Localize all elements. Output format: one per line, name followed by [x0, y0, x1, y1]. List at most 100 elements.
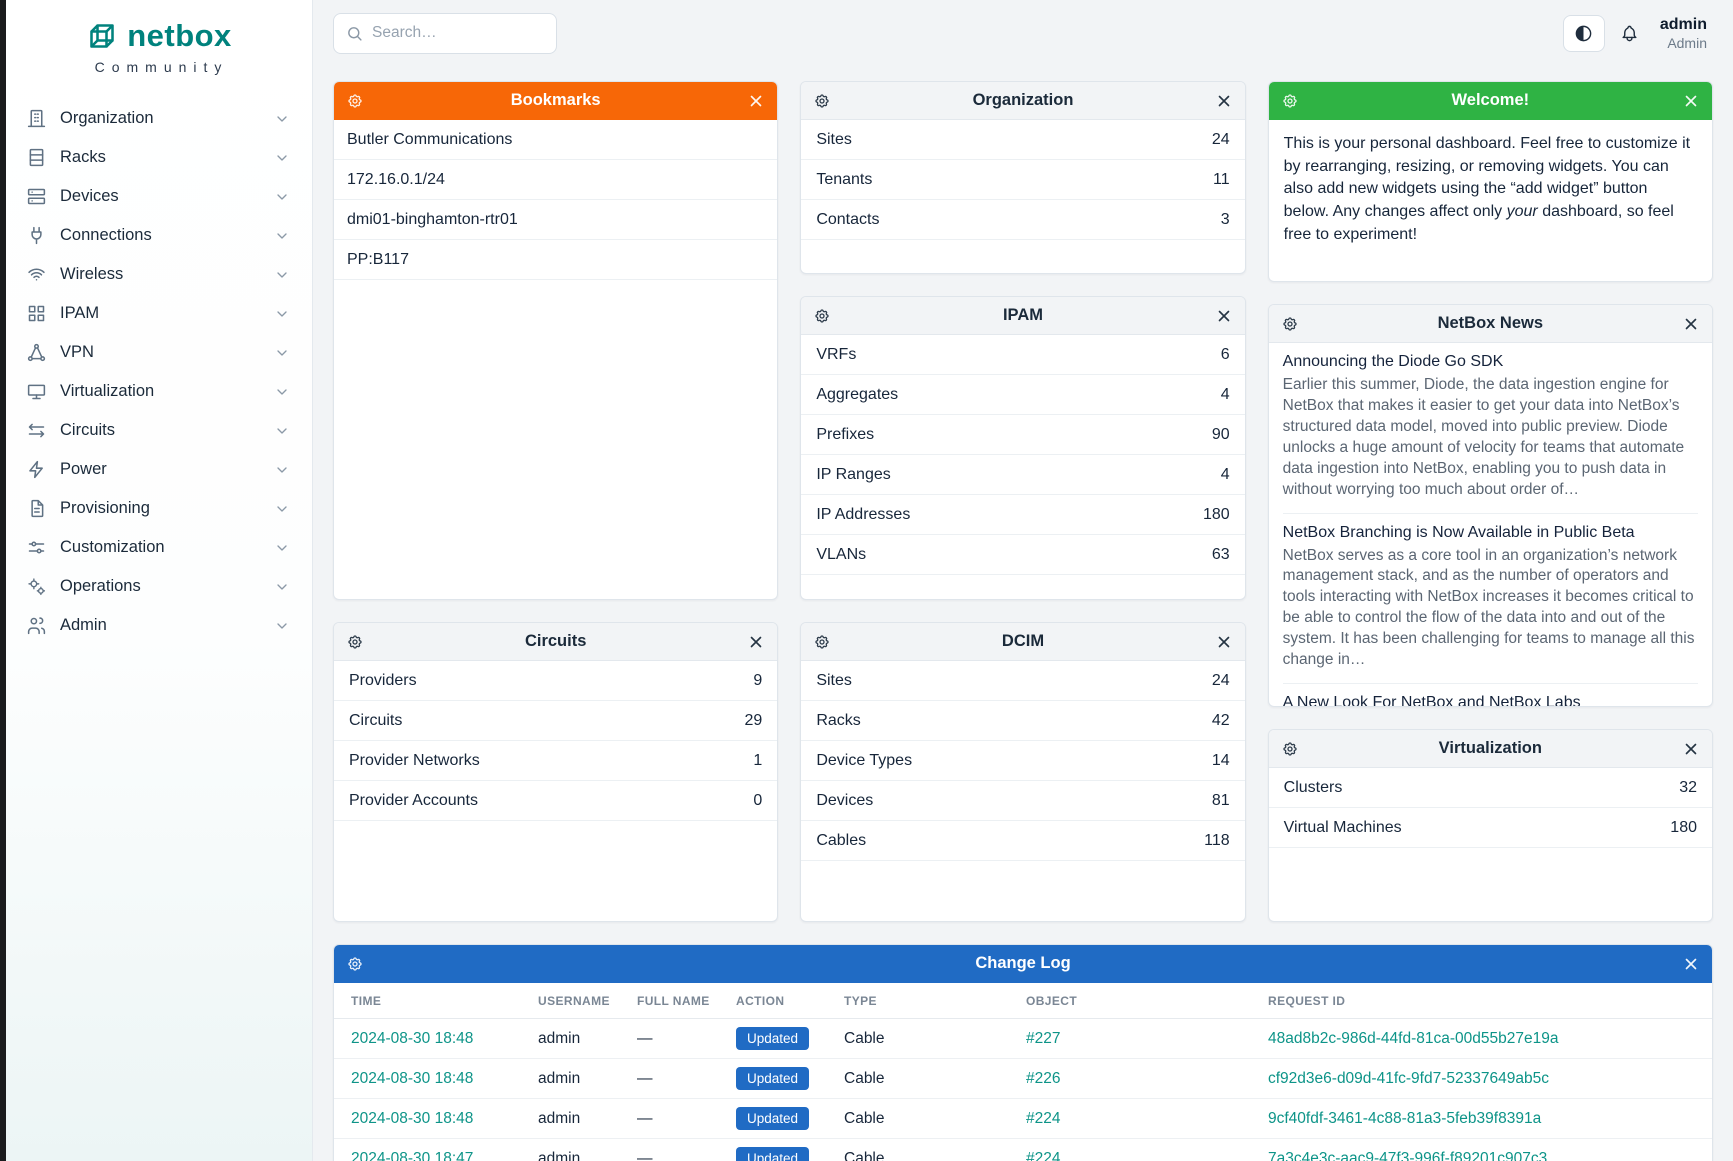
- gear-icon[interactable]: [347, 93, 363, 109]
- changelog-request-id-link[interactable]: 48ad8b2c-986d-44fd-81ca-00d55b27e19a: [1268, 1029, 1559, 1047]
- stat-label[interactable]: Contacts: [816, 210, 880, 228]
- stat-label[interactable]: Provider Networks: [349, 751, 480, 769]
- changelog-request-id-link[interactable]: cf92d3e6-d09d-41fc-9fd7-52337649ab5c: [1268, 1069, 1549, 1087]
- close-icon[interactable]: [747, 633, 765, 651]
- changelog-object-link[interactable]: #224: [1026, 1109, 1061, 1127]
- stat-value[interactable]: 14: [1211, 751, 1230, 769]
- column-header[interactable]: TIME: [351, 993, 382, 1008]
- news-headline-link[interactable]: A New Look For NetBox and NetBox Labs: [1282, 694, 1581, 707]
- stat-label[interactable]: VLANs: [816, 545, 867, 563]
- changelog-time-link[interactable]: 2024-08-30 18:48: [351, 1109, 474, 1127]
- close-icon[interactable]: [1682, 955, 1700, 973]
- gear-icon[interactable]: [814, 93, 830, 109]
- stat-label[interactable]: IP Addresses: [816, 505, 911, 523]
- column-header[interactable]: TYPE: [844, 993, 877, 1008]
- close-icon[interactable]: [1215, 92, 1233, 110]
- gear-icon[interactable]: [347, 634, 363, 650]
- stat-value[interactable]: 24: [1211, 130, 1230, 148]
- sidebar-item[interactable]: Operations: [14, 567, 302, 606]
- column-header[interactable]: USERNAME: [538, 993, 610, 1008]
- stat-value[interactable]: 81: [1211, 791, 1230, 809]
- stat-label[interactable]: Sites: [816, 671, 852, 689]
- close-icon[interactable]: [1682, 92, 1700, 110]
- stat-value[interactable]: 9: [753, 671, 763, 689]
- close-icon[interactable]: [747, 92, 765, 110]
- gear-icon[interactable]: [347, 956, 363, 972]
- stat-value[interactable]: 29: [744, 711, 763, 729]
- changelog-object-link[interactable]: #224: [1026, 1149, 1061, 1161]
- theme-toggle-button[interactable]: [1562, 14, 1605, 52]
- column-header[interactable]: FULL NAME: [637, 993, 710, 1008]
- stat-value[interactable]: 42: [1211, 711, 1230, 729]
- sidebar-item[interactable]: Circuits: [14, 411, 302, 450]
- sidebar-item[interactable]: VPN: [14, 333, 302, 372]
- close-icon[interactable]: [1215, 633, 1233, 651]
- close-icon[interactable]: [1682, 740, 1700, 758]
- stat-label[interactable]: Sites: [816, 130, 852, 148]
- sidebar-item[interactable]: Connections: [14, 216, 302, 255]
- sidebar-item[interactable]: Racks: [14, 138, 302, 177]
- stat-value[interactable]: 1: [753, 751, 763, 769]
- stat-label[interactable]: Providers: [349, 671, 417, 689]
- stat-value[interactable]: 6: [1220, 345, 1230, 363]
- stat-value[interactable]: 180: [1670, 818, 1697, 836]
- gear-icon[interactable]: [1282, 741, 1298, 757]
- stat-label[interactable]: IP Ranges: [816, 465, 891, 483]
- sidebar-item[interactable]: Wireless: [14, 255, 302, 294]
- sidebar-item[interactable]: IPAM: [14, 294, 302, 333]
- changelog-request-id-link[interactable]: 7a3c4e3c-aac9-47f3-996f-f89201c907c3: [1268, 1149, 1548, 1161]
- changelog-time-link[interactable]: 2024-08-30 18:47: [351, 1149, 474, 1161]
- stat-label[interactable]: Cables: [816, 831, 867, 849]
- sidebar-item[interactable]: Organization: [14, 99, 302, 138]
- changelog-time-link[interactable]: 2024-08-30 18:48: [351, 1029, 474, 1047]
- stat-label[interactable]: Racks: [816, 711, 861, 729]
- stat-value[interactable]: 3: [1220, 210, 1230, 228]
- sidebar-item[interactable]: Customization: [14, 528, 302, 567]
- stat-label[interactable]: Virtual Machines: [1283, 818, 1402, 836]
- close-icon[interactable]: [1682, 315, 1700, 333]
- stat-label[interactable]: Devices: [816, 791, 874, 809]
- stat-value[interactable]: 118: [1204, 831, 1230, 849]
- changelog-request-id-link[interactable]: 9cf40fdf-3461-4c88-81a3-5feb39f8391a: [1268, 1109, 1542, 1127]
- stat-label[interactable]: Device Types: [816, 751, 913, 769]
- news-headline-link[interactable]: NetBox Branching is Now Available in Pub…: [1282, 523, 1635, 541]
- stat-value[interactable]: 4: [1220, 385, 1230, 403]
- stat-label[interactable]: Tenants: [816, 170, 873, 188]
- stat-value[interactable]: 90: [1211, 425, 1230, 443]
- changelog-time-link[interactable]: 2024-08-30 18:48: [351, 1069, 474, 1087]
- bookmark-item[interactable]: 172.16.0.1/24: [334, 160, 778, 200]
- search-input[interactable]: [372, 24, 544, 42]
- stat-label[interactable]: Clusters: [1283, 778, 1343, 796]
- stat-value[interactable]: 24: [1211, 671, 1230, 689]
- gear-icon[interactable]: [1282, 316, 1298, 332]
- column-header[interactable]: OBJECT: [1026, 993, 1078, 1008]
- stat-value[interactable]: 180: [1202, 505, 1230, 523]
- stat-value[interactable]: 11: [1213, 170, 1230, 188]
- column-header[interactable]: ACTION: [736, 993, 785, 1008]
- brand[interactable]: netbox Community: [14, 12, 302, 75]
- stat-label[interactable]: Prefixes: [816, 425, 875, 443]
- stat-label[interactable]: Provider Accounts: [349, 791, 478, 809]
- news-headline-link[interactable]: Announcing the Diode Go SDK: [1282, 353, 1504, 370]
- sidebar-item[interactable]: Power: [14, 450, 302, 489]
- changelog-object-link[interactable]: #226: [1026, 1069, 1061, 1087]
- search-box[interactable]: [333, 12, 557, 54]
- bookmark-item[interactable]: Butler Communications: [334, 120, 778, 160]
- sidebar-item[interactable]: Admin: [14, 606, 302, 645]
- gear-icon[interactable]: [1282, 93, 1298, 109]
- gear-icon[interactable]: [814, 308, 830, 324]
- user-menu[interactable]: admin Admin: [1660, 16, 1707, 51]
- stat-label[interactable]: VRFs: [816, 345, 857, 363]
- stat-value[interactable]: 32: [1679, 778, 1697, 796]
- changelog-object-link[interactable]: #227: [1026, 1029, 1061, 1047]
- gear-icon[interactable]: [814, 634, 830, 650]
- bookmark-item[interactable]: PP:B117: [334, 240, 778, 280]
- sidebar-item[interactable]: Provisioning: [14, 489, 302, 528]
- notifications-button[interactable]: [1620, 24, 1639, 43]
- column-header[interactable]: REQUEST ID: [1268, 993, 1346, 1008]
- close-icon[interactable]: [1215, 307, 1233, 325]
- stat-value[interactable]: 63: [1211, 545, 1230, 563]
- sidebar-item[interactable]: Virtualization: [14, 372, 302, 411]
- stat-label[interactable]: Aggregates: [816, 385, 899, 403]
- stat-value[interactable]: 4: [1220, 465, 1230, 483]
